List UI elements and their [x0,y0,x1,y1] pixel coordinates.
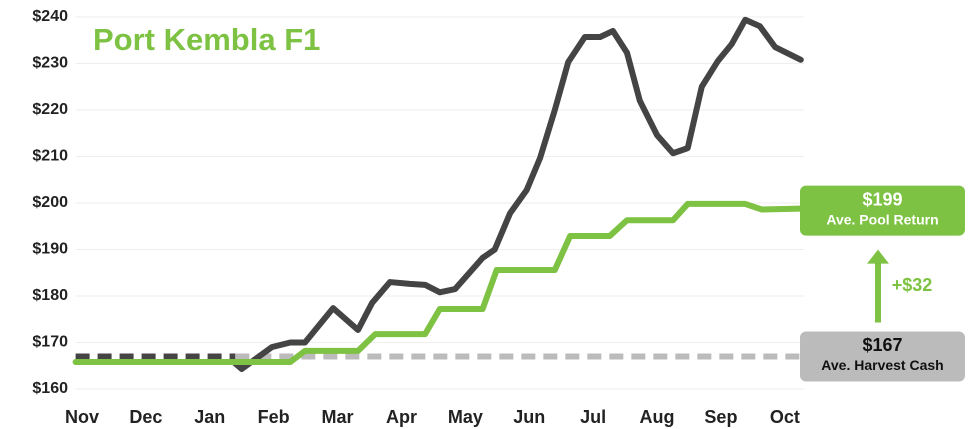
series-line [72,200,804,366]
x-tick-label: Mar [322,407,354,427]
x-tick-label: Dec [129,407,162,427]
y-tick-label: $170 [32,334,68,351]
y-tick-label: $230 [32,55,68,72]
series-line [231,16,804,373]
arrow-label: +$32 [892,275,933,295]
x-tick-label: Jun [513,407,545,427]
y-tick-label: $180 [32,287,68,304]
grid [75,16,804,390]
x-tick-label: Oct [770,407,800,427]
x-tick-label: Jul [580,407,606,427]
annotation-text: Ave. Harvest Cash [821,357,943,373]
chart-title: Port Kembla F1 [93,22,320,57]
x-tick-label: Sep [704,407,737,427]
y-tick-label: $190 [32,241,68,258]
y-tick-label: $160 [32,380,68,397]
annotation-text: Ave. Pool Return [826,211,938,227]
x-tick-label: Jan [194,407,225,427]
x-tick-label: Nov [65,407,99,427]
annotation-box [800,331,965,382]
y-tick-label: $200 [32,194,68,211]
y-tick-label: $220 [32,101,68,118]
arrow-head [867,249,889,264]
annotation-value: $167 [862,335,902,355]
x-tick-label: Apr [386,407,417,427]
y-tick-label: $240 [32,8,68,25]
x-tick-label: May [448,407,483,427]
annotation-box [800,185,965,236]
x-tick-label: Feb [258,407,290,427]
x-tick-label: Aug [640,407,675,427]
marks [72,16,804,373]
annotation-value: $199 [862,189,902,209]
y-tick-label: $210 [32,148,68,165]
